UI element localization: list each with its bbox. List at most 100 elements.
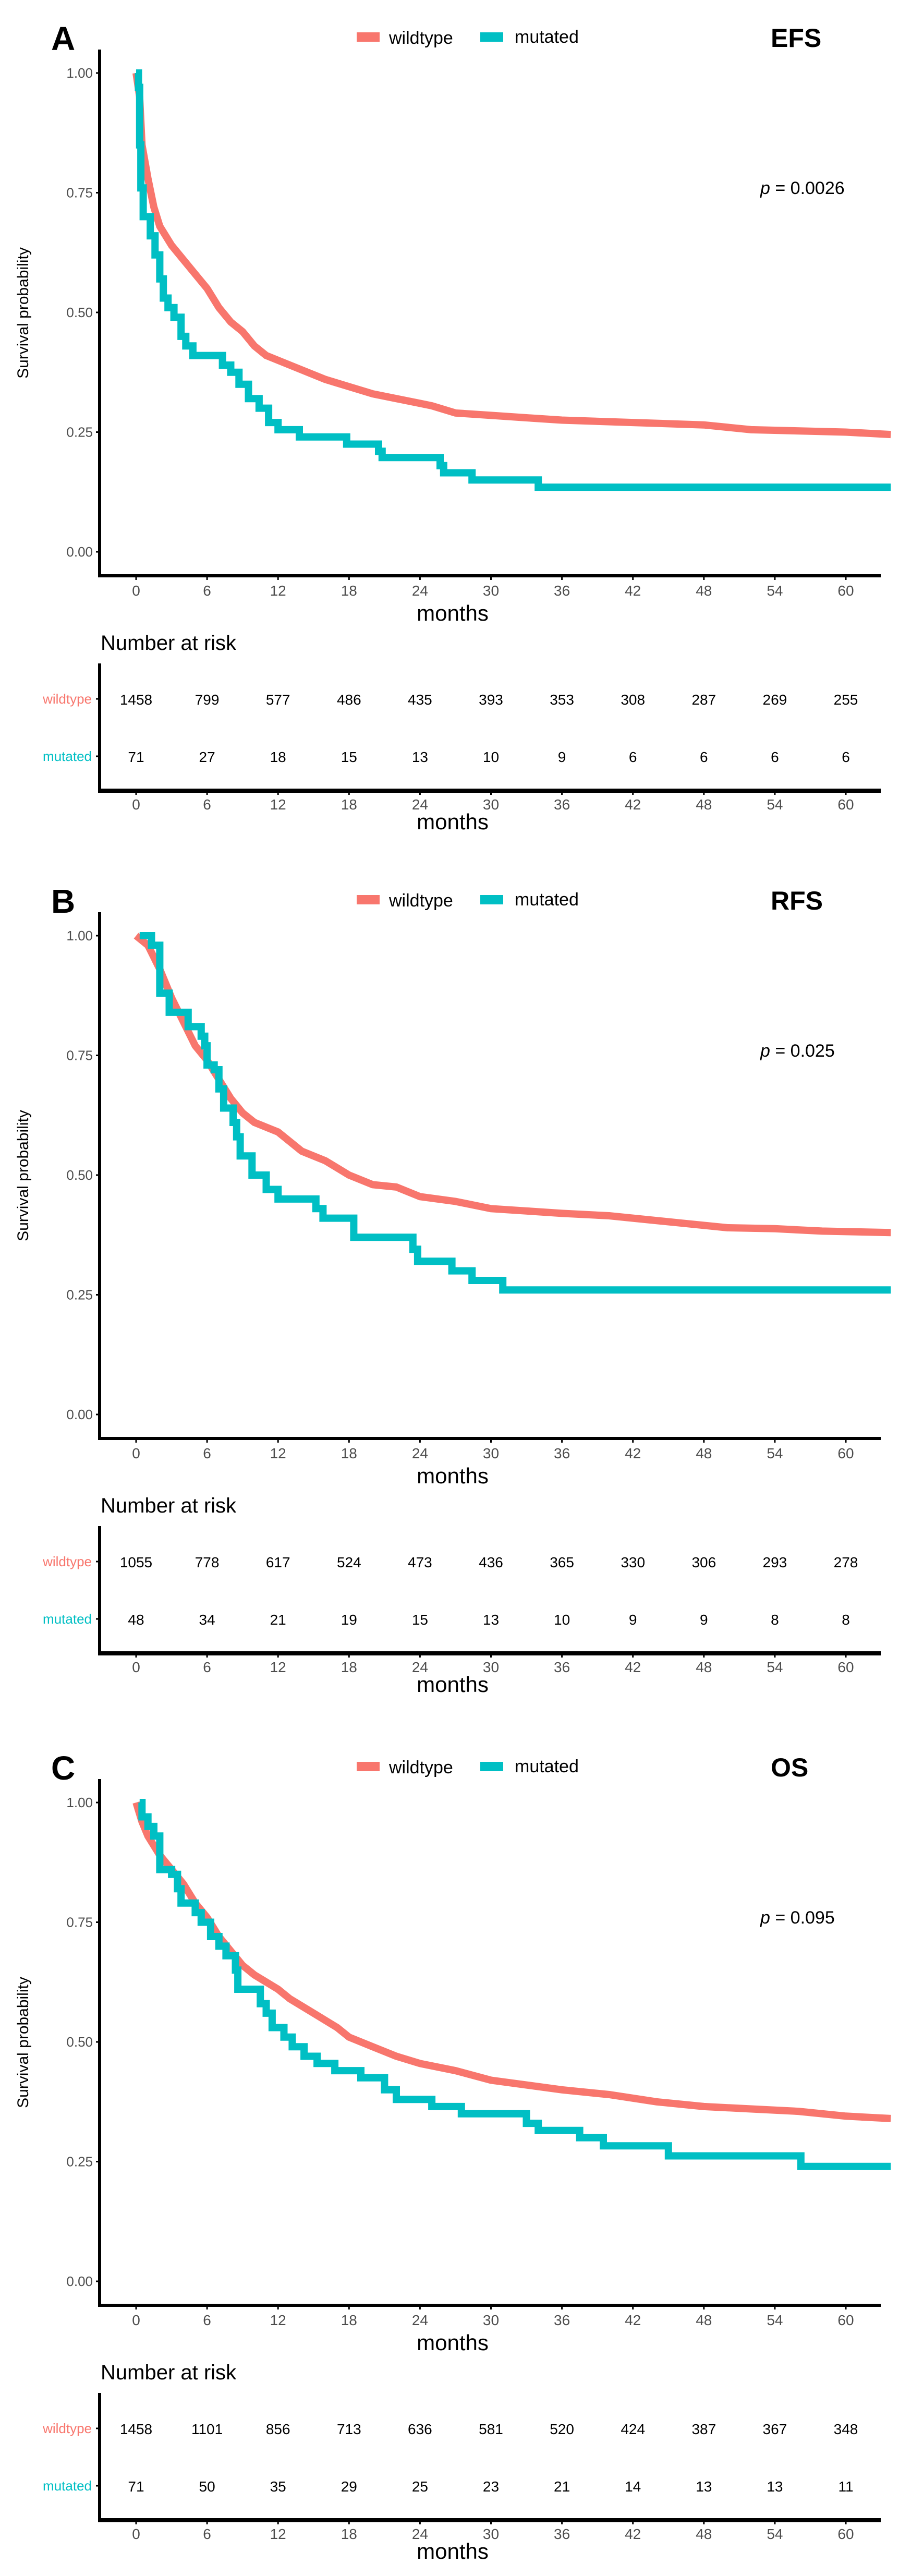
legend-swatch-mutated (480, 32, 503, 42)
risk-x-tick-label: 12 (270, 2526, 286, 2542)
risk-x-tick-label: 0 (132, 796, 140, 813)
panel-title: EFS (771, 23, 821, 53)
risk-count: 486 (337, 692, 361, 708)
y-tick-label: 0.50 (66, 2034, 93, 2050)
risk-x-tick-label: 6 (203, 2526, 211, 2542)
y-tick-label: 0.25 (66, 425, 93, 440)
risk-x-tick-label: 30 (483, 2526, 499, 2542)
risk-x-tick-label: 54 (767, 2526, 783, 2542)
risk-count: 1055 (120, 1554, 152, 1570)
x-tick-label: 48 (696, 583, 712, 599)
risk-x-tick-label: 60 (837, 2526, 854, 2542)
risk-x-tick-label: 60 (837, 796, 854, 813)
risk-x-tick-label: 24 (412, 1659, 428, 1675)
y-tick-label: 1.00 (66, 1795, 93, 1810)
risk-count: 25 (412, 2478, 428, 2495)
risk-row-label-wildtype: wildtype (42, 691, 92, 707)
y-tick-label: 0.00 (66, 544, 93, 560)
legend-swatch-wildtype (357, 1762, 380, 1771)
panel-title: OS (771, 1753, 808, 1782)
y-tick-label: 1.00 (66, 65, 93, 81)
risk-count: 330 (621, 1554, 645, 1570)
risk-x-tick-label: 36 (554, 1659, 570, 1675)
risk-count: 287 (691, 692, 716, 708)
x-tick-label: 18 (341, 2312, 357, 2328)
x-tick-label: 60 (837, 1445, 854, 1461)
x-axis-title: months (417, 1464, 489, 1488)
p-value: p = 0.095 (760, 1908, 835, 1928)
legend-swatch-wildtype (357, 895, 380, 904)
risk-count: 6 (629, 749, 637, 765)
y-tick-label: 0.75 (66, 185, 93, 201)
risk-count: 19 (341, 1612, 357, 1628)
risk-count: 13 (696, 2478, 712, 2495)
x-tick-label: 54 (767, 583, 783, 599)
legend-label-wildtype: wildtype (388, 1758, 453, 1777)
risk-x-tick-label: 6 (203, 1659, 211, 1675)
risk-count: 13 (412, 749, 428, 765)
risk-x-tick-label: 36 (554, 2526, 570, 2542)
risk-count: 713 (337, 2421, 361, 2437)
x-tick-label: 54 (767, 1445, 783, 1461)
legend-label-wildtype: wildtype (388, 28, 453, 48)
risk-count: 15 (412, 1612, 428, 1628)
x-tick-label: 30 (483, 583, 499, 599)
risk-count: 21 (270, 1612, 286, 1628)
risk-x-tick-label: 6 (203, 796, 211, 813)
risk-x-tick-label: 30 (483, 796, 499, 813)
risk-count: 365 (550, 1554, 574, 1570)
risk-count: 424 (621, 2421, 645, 2437)
risk-count: 367 (763, 2421, 787, 2437)
p-value-symbol: p (760, 1908, 770, 1928)
survival-curve-wildtype (132, 72, 891, 439)
x-tick-label: 12 (270, 583, 286, 599)
x-tick-label: 12 (270, 2312, 286, 2328)
legend: wildtype mutated (357, 890, 579, 911)
legend-label-mutated: mutated (515, 890, 579, 910)
risk-count: 8 (842, 1612, 850, 1628)
risk-x-tick-label: 0 (132, 1659, 140, 1675)
risk-x-tick-label: 0 (132, 2526, 140, 2542)
survival-curve-mutated (138, 1799, 891, 2170)
risk-count: 308 (621, 692, 645, 708)
risk-count: 9 (558, 749, 566, 765)
x-tick-label: 0 (132, 583, 140, 599)
risk-count: 13 (767, 2478, 783, 2495)
risk-x-tick-label: 60 (837, 1659, 854, 1675)
p-value: p = 0.025 (760, 1041, 835, 1061)
risk-count: 436 (479, 1554, 503, 1570)
risk-count: 21 (554, 2478, 570, 2495)
panel-label: A (51, 20, 75, 57)
risk-count: 577 (266, 692, 290, 708)
risk-x-tick-label: 12 (270, 796, 286, 813)
risk-x-tick-label: 42 (625, 2526, 641, 2542)
survival-curve-wildtype (133, 933, 891, 1237)
legend-label-wildtype: wildtype (388, 891, 453, 911)
p-value-text: = 0.0026 (770, 178, 845, 198)
x-tick-label: 36 (554, 583, 570, 599)
legend-swatch-mutated (480, 1762, 503, 1771)
y-tick-label: 0.25 (66, 1287, 93, 1303)
x-tick-label: 60 (837, 583, 854, 599)
panel-c: C OS wildtype mutated p = 0.095 0.00 0.25 0.50 0… (15, 1749, 891, 2563)
x-tick-label: 12 (270, 1445, 286, 1461)
risk-table-title: Number at risk (101, 2361, 237, 2384)
y-axis-title: Survival probability (15, 1977, 32, 2108)
x-tick-label: 30 (483, 2312, 499, 2328)
x-tick-label: 36 (554, 1445, 570, 1461)
y-tick-label: 0.75 (66, 1048, 93, 1063)
risk-count: 35 (270, 2478, 286, 2495)
legend: wildtype mutated (357, 1757, 579, 1777)
risk-table: Number at risk wildtype 1055 778 617 524 473 43… (42, 1494, 881, 1697)
y-tick-label: 0.75 (66, 1915, 93, 1930)
y-tick-label: 0.50 (66, 305, 93, 320)
risk-x-tick-label: 24 (412, 2526, 428, 2542)
panel-label: B (51, 882, 75, 920)
risk-x-axis-title: months (417, 2539, 489, 2563)
risk-row-label-mutated: mutated (43, 1611, 92, 1627)
panel-b: B RFS wildtype mutated p = 0.025 0.00 0.25 0.50… (15, 882, 891, 1697)
survival-curve-mutated (139, 932, 891, 1294)
risk-x-tick-label: 12 (270, 1659, 286, 1675)
risk-count: 520 (550, 2421, 574, 2437)
